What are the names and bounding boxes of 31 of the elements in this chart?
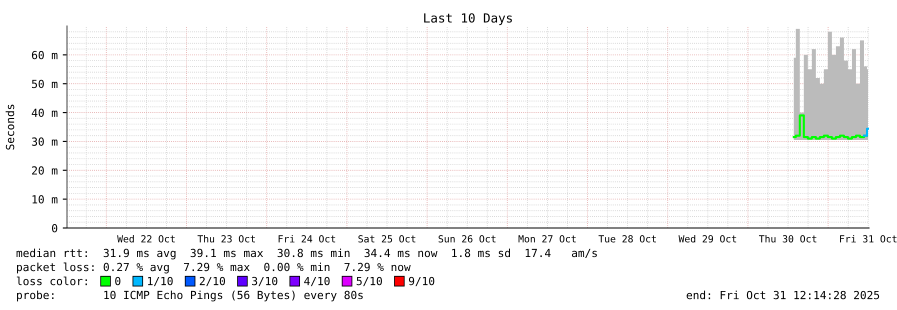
x-tick-label: Thu 23 Oct xyxy=(198,234,255,243)
legend-title: loss color: xyxy=(16,276,87,286)
legend-label: 1/10 xyxy=(148,276,173,286)
legend-label: 3/10 xyxy=(252,276,278,286)
text: median rtt: 31.9 ms avg 39.1 ms max 30.8 ms min 34.4 ms now 1.8 ms sd 17.4 am/s xyxy=(16,248,597,260)
x-tick-label: Wed 29 Oct xyxy=(678,234,736,243)
y-tick-label: 40 m xyxy=(32,108,58,117)
legend-label: 5/10 xyxy=(356,276,382,286)
y-axis-title: Seconds xyxy=(6,104,14,150)
y-tick-label: 30 m xyxy=(32,137,58,146)
y-tick-label: 20 m xyxy=(32,166,58,175)
legend-label: 9/10 xyxy=(408,276,434,286)
x-tick-label: Fri 31 Oct xyxy=(840,234,897,243)
x-tick-label: Fri 24 Oct xyxy=(278,234,336,243)
legend-label: 4/10 xyxy=(304,276,330,286)
x-tick-label: Tue 28 Oct xyxy=(598,235,656,243)
x-tick-label: Mon 27 Oct xyxy=(518,235,576,243)
text: end: Fri Oct 31 12:14:28 2025 xyxy=(686,290,880,300)
chart-title: Last 10 Days xyxy=(424,13,512,26)
legend-label: 0 xyxy=(115,276,120,286)
legend-label: 2/10 xyxy=(200,276,226,286)
text: probe: 10 ICMP Echo Pings (56 Bytes) every 80s xyxy=(17,290,363,302)
x-tick-label: Sat 25 Oct xyxy=(358,235,416,243)
y-tick-label: 10 m xyxy=(32,195,58,204)
y-tick-label: 60 m xyxy=(32,50,58,60)
y-tick-label: 50 m xyxy=(32,80,58,88)
x-tick-label: Sun 26 Oct xyxy=(438,235,496,243)
x-tick-label: Thu 30 Oct xyxy=(758,234,816,243)
y-tick-label: 0 xyxy=(52,224,58,232)
x-tick-label: Wed 22 Oct xyxy=(117,234,175,243)
text: packet loss: 0.27 % avg 7.29 % max 0.00 % min 7.29 % now xyxy=(17,262,411,274)
